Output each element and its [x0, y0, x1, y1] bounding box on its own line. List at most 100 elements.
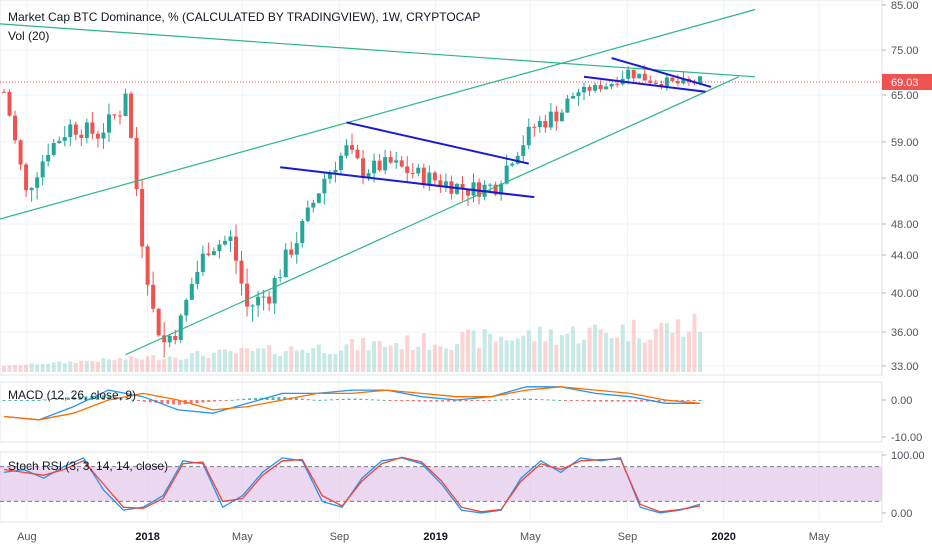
volume-bar	[466, 329, 470, 372]
volume-bar	[250, 351, 255, 372]
candle-body	[283, 249, 288, 278]
volume-bar	[350, 339, 354, 372]
candle-body	[134, 137, 139, 190]
volume-bar	[449, 349, 454, 372]
macd-histogram-bar	[2, 400, 6, 401]
macd-pane	[2, 386, 702, 421]
candle-body	[593, 85, 598, 91]
candle-body	[670, 77, 675, 82]
candle-body	[515, 155, 520, 164]
volume-legend: Vol (20)	[8, 29, 50, 43]
price-tick-label: 36.00	[891, 327, 919, 339]
volume-bar	[112, 360, 117, 372]
candle-body	[40, 161, 45, 178]
macd-histogram-bar	[423, 400, 427, 402]
macd-histogram-bar	[400, 400, 404, 401]
volume-bar	[13, 364, 18, 372]
macd-histogram-bar	[470, 400, 474, 401]
candle-body	[443, 181, 448, 187]
volume-bar	[510, 340, 515, 372]
volume-bar	[504, 340, 509, 372]
macd-histogram-bar	[552, 399, 556, 401]
macd-histogram-bar	[558, 399, 562, 401]
volume-bar	[46, 363, 51, 372]
volume-bar	[106, 359, 111, 372]
time-tick-label: Sep	[330, 531, 350, 543]
candle-body	[648, 80, 653, 83]
macd-histogram-bar	[610, 400, 614, 402]
candle-body	[477, 182, 482, 197]
macd-histogram-bar	[207, 400, 211, 402]
macd-histogram-bar	[160, 400, 164, 404]
macd-histogram-bar	[294, 398, 298, 400]
candle-body	[316, 193, 321, 203]
volume-bar	[626, 341, 631, 372]
macd-histogram-bar	[698, 400, 702, 401]
candle-body	[604, 86, 609, 90]
volume-bar	[24, 364, 29, 372]
volume-bar	[305, 352, 310, 372]
candle-body	[2, 91, 6, 93]
volume-bar	[454, 343, 459, 372]
candle-body	[195, 271, 200, 285]
candle-body	[598, 85, 603, 90]
volume-bar	[548, 329, 553, 372]
candle-body	[526, 126, 531, 146]
volume-bar	[615, 337, 620, 372]
stoch-d-line	[3, 456, 701, 513]
volume-bar	[399, 349, 404, 372]
macd-histogram-bar	[60, 397, 64, 400]
candle-body	[466, 189, 470, 196]
candle-body	[267, 296, 272, 304]
volume-bar	[488, 333, 493, 372]
macd-histogram-bar	[575, 400, 579, 401]
candle-body	[222, 240, 227, 245]
volume-bar	[333, 353, 338, 372]
macd-histogram-bar	[335, 399, 339, 401]
volume-bar	[670, 332, 675, 372]
volume-bar	[184, 358, 189, 372]
macd-histogram-bar	[634, 400, 638, 402]
macd-histogram-bar	[546, 399, 550, 401]
volume-bar	[648, 339, 653, 372]
candle-body	[559, 112, 564, 122]
pane-frame	[0, 0, 883, 376]
macd-histogram-bar	[330, 399, 334, 401]
trendlines[interactable]	[0, 8, 756, 356]
macd-histogram-bar	[517, 398, 521, 400]
volume-bar	[338, 350, 343, 372]
stoch-rsi-legend: Stoch RSI (3, 3, 14, 14, close)	[8, 459, 169, 473]
macd-histogram-bar	[376, 399, 380, 401]
macd-histogram-bar	[318, 399, 322, 401]
candle-body	[200, 253, 205, 272]
candle-body	[7, 91, 12, 116]
candle-body	[394, 160, 399, 163]
candle-body	[510, 163, 515, 166]
macd-histogram-bar	[435, 400, 439, 402]
candle-body	[543, 121, 548, 128]
volume-bar	[554, 344, 559, 372]
volume-bar	[388, 345, 393, 372]
candle-body	[698, 76, 702, 84]
volume-bar	[278, 355, 283, 372]
volume-bar	[698, 331, 702, 372]
macd-tick-label: -10.00	[891, 432, 922, 444]
candle-body	[350, 145, 354, 150]
volume-bar	[101, 358, 106, 372]
macd-histogram-bar	[236, 399, 240, 401]
candle-body	[24, 164, 29, 191]
volume-bar	[394, 342, 399, 372]
candle-body	[521, 145, 526, 156]
candle-body	[95, 133, 100, 139]
time-tick-label: 2018	[135, 531, 159, 543]
volume-bar	[173, 357, 178, 372]
volume-bar	[526, 330, 531, 372]
candle-body	[13, 115, 18, 141]
macd-histogram-bar	[359, 398, 363, 400]
candle-body	[344, 145, 349, 156]
volume-bar	[587, 327, 592, 372]
volume-bar	[73, 363, 78, 372]
volume-bar	[372, 341, 377, 372]
